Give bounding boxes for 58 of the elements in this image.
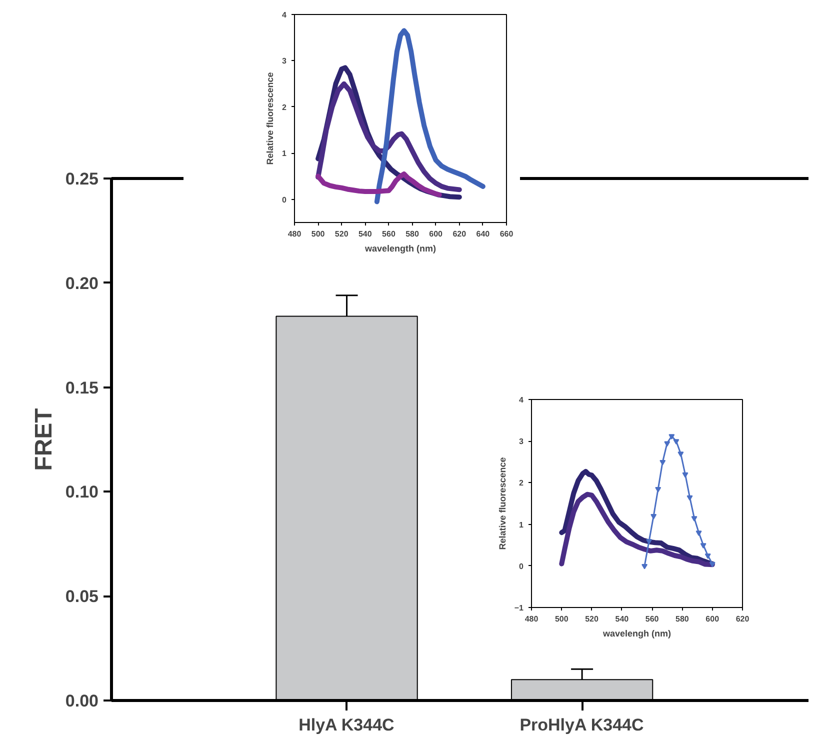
x-tick-label: 600	[706, 614, 720, 624]
x-tick-label: 660	[500, 230, 514, 238]
point	[704, 554, 711, 559]
point	[664, 441, 670, 447]
x-tick-label: 540	[358, 230, 372, 238]
point	[691, 516, 698, 522]
point	[696, 530, 702, 536]
x-tick-label: 480	[524, 614, 539, 624]
point	[678, 452, 684, 457]
y-axis-title: FRET	[30, 408, 58, 471]
y-tick-label: 0.10	[65, 482, 99, 502]
x-tick-label: 500	[311, 230, 326, 238]
y-tick-label: 1	[282, 149, 288, 158]
x-tick-label: 580	[676, 614, 690, 624]
point	[650, 514, 657, 520]
y-tick-label: 1	[519, 520, 524, 530]
x-tick-label: 480	[288, 230, 302, 238]
y-tick-label: 0	[282, 195, 288, 204]
x-tick-label: 620	[736, 614, 750, 624]
point	[668, 434, 675, 440]
y-tick-label: 3	[519, 437, 524, 446]
y-axis-title: Relative fluorescence	[265, 72, 276, 165]
y-tick-label: 0.00	[65, 692, 99, 710]
y-tick-label: 4	[282, 10, 288, 20]
y-tick-label: 0.15	[65, 378, 99, 398]
y-tick-label: 2	[282, 102, 288, 112]
y-tick-label: 0.25	[65, 170, 99, 188]
x-tick-label: 620	[452, 230, 467, 238]
point	[655, 486, 662, 492]
x-tick-label: 640	[476, 230, 490, 238]
y-tick-label: 4	[519, 396, 524, 404]
y-tick-label: 2	[519, 478, 524, 488]
point	[682, 472, 688, 478]
point	[673, 439, 680, 444]
x-tick-label: 520	[334, 230, 349, 238]
x-tick-label: ProHlyA K344C	[520, 716, 644, 734]
y-tick-label: 0.05	[65, 587, 99, 606]
x-tick-label: 500	[554, 614, 569, 624]
point	[686, 495, 693, 501]
x-axis-title: wavelength (nm)	[364, 244, 436, 254]
point	[646, 538, 652, 544]
x-tick-label: 540	[615, 614, 630, 624]
point	[700, 543, 706, 548]
y-tick-label: 0	[519, 562, 524, 571]
y-tick-label: 0.20	[65, 274, 99, 293]
x-tick-label: 560	[382, 230, 396, 238]
point	[642, 564, 648, 570]
x-axis-title: wavelengh (nm)	[602, 628, 672, 638]
x-tick-label: 600	[429, 230, 444, 238]
y-tick-label: 3	[282, 56, 288, 66]
x-tick-label: 520	[585, 614, 600, 624]
y-tick-label: −1	[514, 604, 524, 612]
point	[660, 460, 666, 466]
x-tick-label: 580	[406, 230, 420, 238]
point	[709, 562, 716, 568]
y-axis-title: Relative fluorescence	[497, 457, 508, 550]
x-tick-label: 560	[645, 614, 660, 624]
x-tick-label: HlyA K344C	[298, 716, 394, 734]
